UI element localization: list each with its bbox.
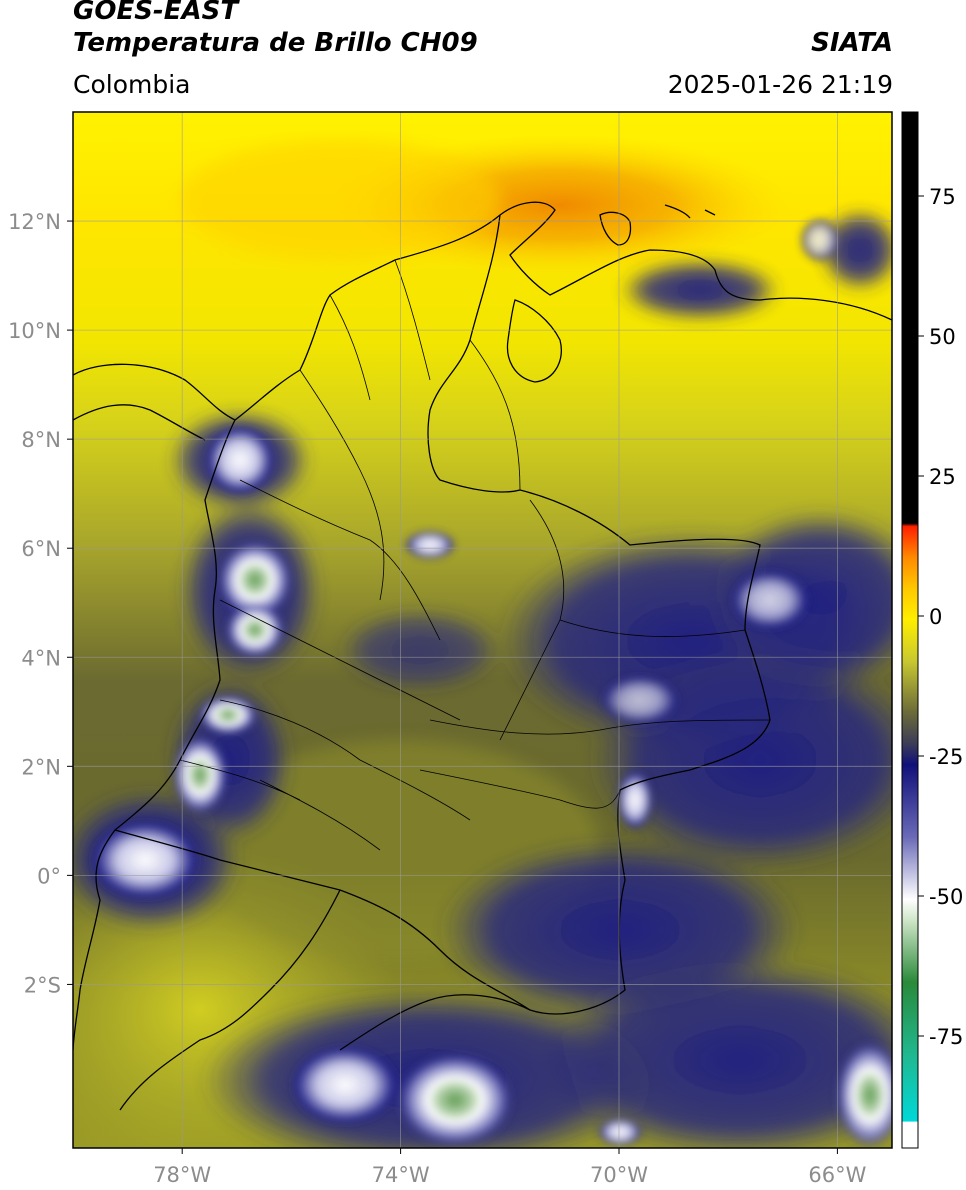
colorbar [901, 111, 919, 1149]
panama-coast [73, 404, 206, 441]
lon-tick-label: 74°W [372, 1163, 430, 1187]
colombia-venezuela-border [427, 214, 771, 721]
lat-tick-label: 10°N [8, 319, 61, 343]
lon-tick-label: 78°W [153, 1163, 211, 1187]
lat-tick-label: 0° [37, 864, 61, 888]
colorbar-tick-label: 75 [929, 185, 956, 209]
internal-departments [179, 259, 771, 851]
colorbar-ticks: 75 50 25 0 -25 -50 -75 [918, 185, 963, 1049]
lat-tick-label: 2°S [24, 973, 61, 997]
brand-label: SIATA [811, 28, 893, 58]
product-title: Temperatura de Brillo CH09 [73, 28, 478, 58]
peru-border [119, 889, 341, 1111]
lon-gridlines [181, 112, 838, 1148]
colorbar-tick-label: -25 [929, 745, 963, 769]
colorbar-tick-label: 50 [929, 325, 956, 349]
caribbean-coast [73, 201, 892, 421]
region-label: Colombia [73, 70, 191, 99]
colombia-brazil-border [339, 719, 771, 1051]
aruba-curacao [599, 204, 716, 246]
lake-maracaibo [506, 299, 562, 383]
lat-gridlines [73, 220, 892, 985]
lat-tick-label: 6°N [21, 537, 61, 561]
timestamp-label: 2025-01-26 21:19 [667, 70, 893, 99]
lat-tick-labels: 12°N 10°N 8°N 6°N 4°N 2°N 0° 2°S [8, 210, 73, 997]
lat-tick-label: 12°N [8, 210, 61, 234]
colorbar-tick-label: 25 [929, 465, 956, 489]
colorbar-tick-label: -75 [929, 1025, 963, 1049]
map-frame [72, 111, 893, 1149]
brightness-field [73, 112, 892, 1148]
colorbar-tick-label: 0 [929, 605, 942, 629]
coastline-borders [73, 201, 892, 1111]
satellite-title: GOES-EAST [73, 0, 239, 26]
lon-tick-label: 70°W [590, 1163, 648, 1187]
lon-tick-labels: 78°W 74°W 70°W 66°W [153, 1148, 867, 1187]
lat-tick-label: 2°N [21, 755, 61, 779]
lat-tick-label: 8°N [21, 428, 61, 452]
lat-tick-label: 4°N [21, 646, 61, 670]
colorbar-tick-label: -50 [929, 885, 963, 909]
lon-tick-label: 66°W [808, 1163, 866, 1187]
